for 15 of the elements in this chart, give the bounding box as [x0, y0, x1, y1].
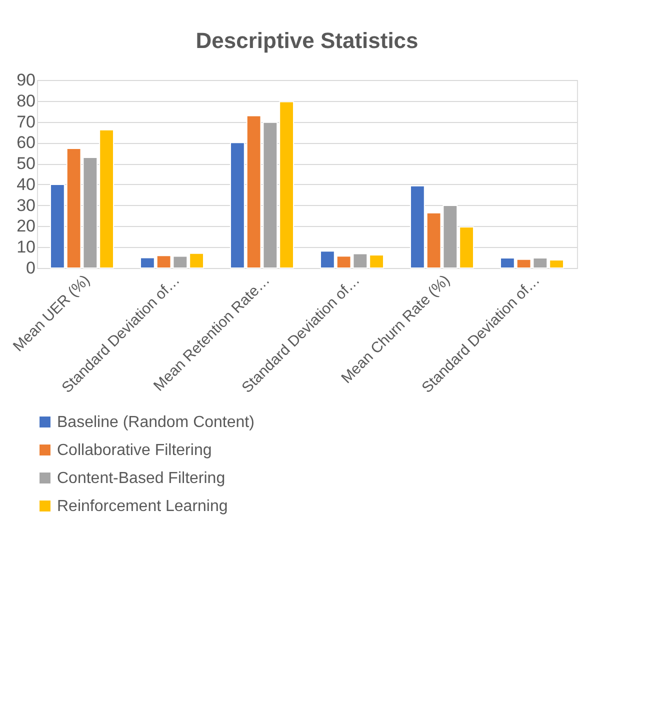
y-tick-label: 60	[16, 133, 36, 152]
legend-label: Content-Based Filtering	[57, 470, 226, 487]
y-tick-label: 0	[26, 258, 36, 278]
y-tick-label: 40	[16, 174, 36, 194]
y-tick-label: 20	[16, 216, 36, 236]
y-tick-label: 30	[16, 196, 36, 215]
legend-label: Collaborative Filtering	[57, 442, 212, 459]
legend-label: Baseline (Random Content)	[57, 414, 254, 431]
y-tick-label: 80	[16, 91, 36, 110]
y-tick-label: 10	[16, 238, 36, 257]
chart-title: Descriptive Statistics	[196, 28, 418, 53]
legend-label: Reinforcement Learning	[57, 498, 228, 515]
y-tick-label: 50	[16, 154, 36, 174]
y-tick-label: 70	[16, 112, 36, 132]
y-tick-label: 90	[16, 70, 36, 90]
